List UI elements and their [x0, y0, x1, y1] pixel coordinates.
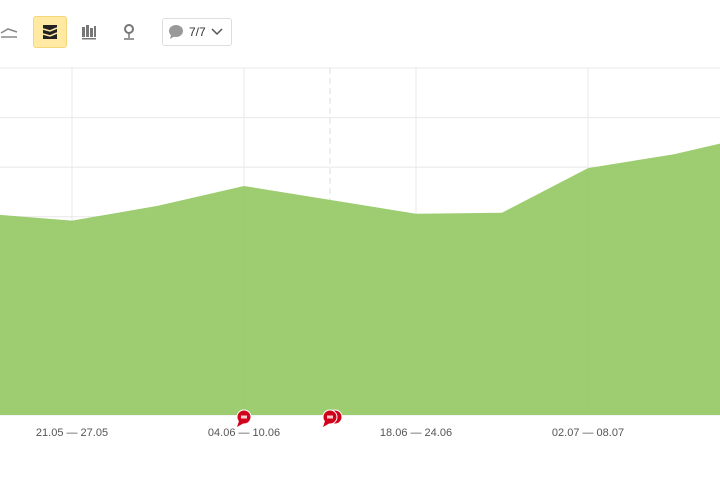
comment-marker-tail: [323, 421, 330, 427]
comment-marker-tail: [237, 421, 244, 427]
line-chart-button[interactable]: [0, 16, 26, 48]
bar-chart-icon: [82, 25, 96, 40]
area-stack-button[interactable]: [33, 16, 67, 48]
comment-marker-glyph: [327, 415, 333, 419]
comment-icon: [169, 25, 183, 39]
area-series: [0, 143, 720, 415]
line-chart-icon: [0, 28, 18, 38]
chevron-down-icon: [211, 28, 223, 36]
map-pin-icon: [124, 24, 134, 40]
bar-chart-button[interactable]: [72, 16, 106, 48]
comments-filter-value: 7/7: [189, 25, 206, 39]
comments-filter-dropdown[interactable]: 7/7: [162, 18, 232, 46]
x-tick-label: 18.06 — 24.06: [380, 427, 452, 439]
comment-marker-glyph: [241, 415, 247, 419]
map-pin-button[interactable]: [112, 16, 146, 48]
x-tick-label: 04.06 — 10.06: [208, 427, 280, 439]
x-tick-label: 02.07 — 08.07: [552, 427, 624, 439]
x-tick-label: 21.05 — 27.05: [36, 427, 108, 439]
area-stack-icon: [42, 25, 58, 39]
